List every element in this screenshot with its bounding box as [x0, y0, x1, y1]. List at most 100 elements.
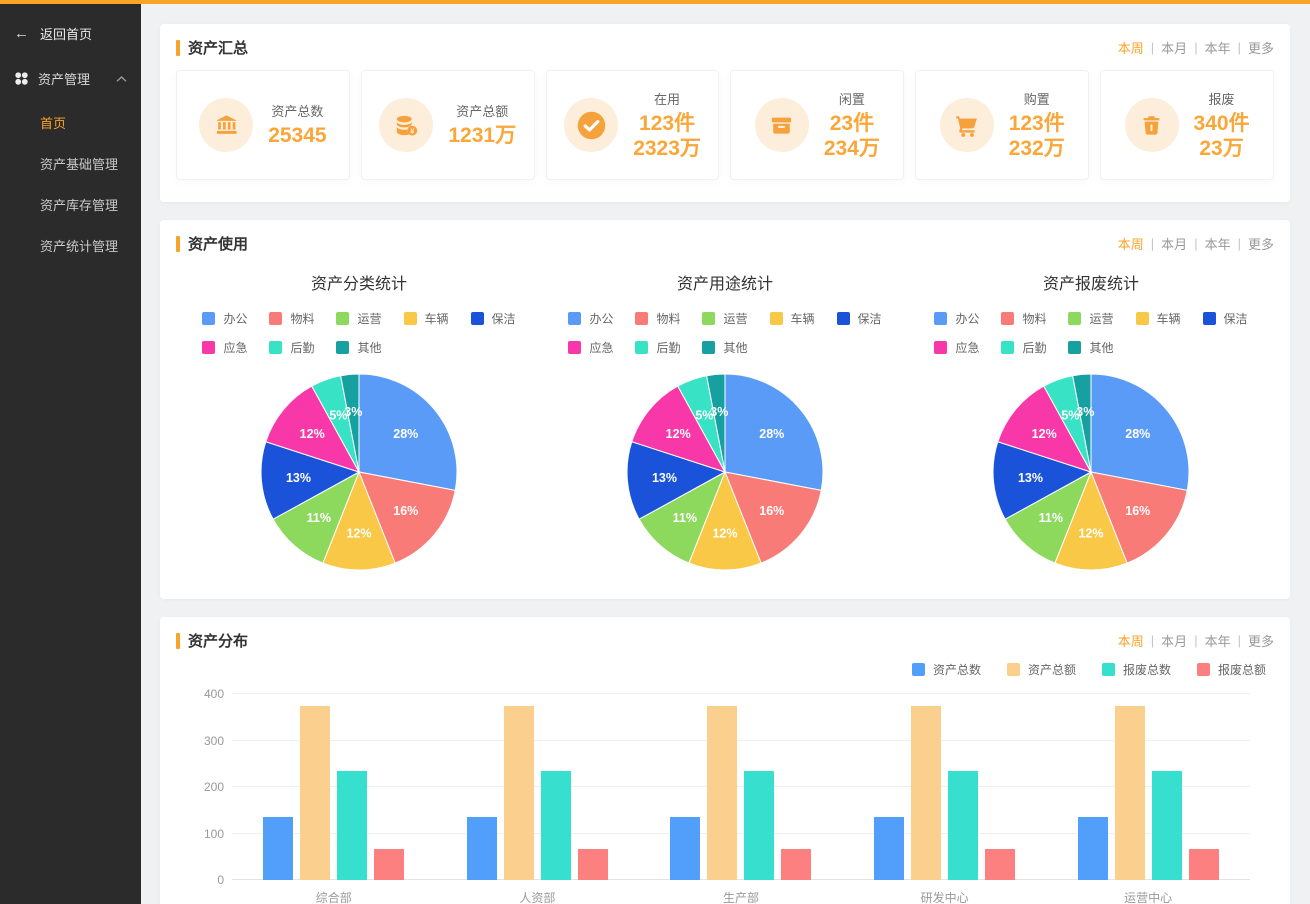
- grid-icon: [14, 71, 29, 86]
- pie-title: 资产报废统计: [1042, 276, 1139, 293]
- bar-legend-item-0[interactable]: 资产总数: [911, 661, 981, 678]
- section-accent-bar: [176, 632, 180, 649]
- legend-item[interactable]: 其他: [336, 339, 382, 356]
- legend-swatch: [336, 341, 350, 354]
- legend-item[interactable]: 后勤: [1001, 339, 1046, 356]
- legend-swatch: [635, 341, 649, 354]
- bar-group-0: [232, 694, 436, 880]
- bar-group-1: [436, 694, 640, 880]
- legend-swatch: [202, 341, 216, 354]
- legend-item[interactable]: 物料: [635, 310, 680, 327]
- bar-chart: 0 100 200 300 400: [204, 687, 1250, 887]
- pie-chart: 28% 16% 12% 11% 13% 12% 5% 3%: [625, 372, 825, 577]
- bar-legend-item-3[interactable]: 报废总额: [1196, 661, 1266, 678]
- cart-icon: [939, 98, 994, 152]
- svg-text:28%: 28%: [393, 427, 418, 441]
- svg-text:3%: 3%: [1076, 405, 1094, 419]
- filter-option-1[interactable]: 本月: [1161, 634, 1188, 649]
- legend-item[interactable]: 运营: [336, 310, 382, 327]
- stat-label: 在用: [654, 91, 681, 107]
- legend-item[interactable]: 后勤: [635, 339, 680, 356]
- legend-swatch: [568, 341, 582, 354]
- stat-value: 123件: [639, 111, 696, 135]
- legend-label: 保洁: [1223, 312, 1248, 326]
- legend-item[interactable]: 办公: [568, 310, 613, 327]
- legend-item[interactable]: 运营: [1068, 310, 1114, 327]
- filter-option-3[interactable]: 更多: [1247, 41, 1274, 56]
- legend-item[interactable]: 保洁: [836, 310, 882, 327]
- legend-item[interactable]: 其他: [702, 339, 748, 356]
- filter-separator: |: [1237, 40, 1241, 55]
- filter-option-3[interactable]: 更多: [1247, 634, 1274, 649]
- legend-item[interactable]: 其他: [1068, 339, 1114, 356]
- sidebar-group-asset-management[interactable]: 资产管理: [0, 55, 141, 102]
- section-title-summary: 资产汇总: [176, 37, 248, 58]
- bar-legend-item-1[interactable]: 资产总额: [1006, 661, 1076, 678]
- legend-item[interactable]: 车辆: [403, 310, 449, 327]
- filter-separator: |: [1194, 633, 1198, 648]
- sidebar-item-0[interactable]: 首页: [40, 116, 67, 131]
- sidebar-item-1[interactable]: 资产基础管理: [40, 157, 119, 172]
- legend-item[interactable]: 办公: [934, 310, 979, 327]
- legend-item[interactable]: 物料: [1001, 310, 1046, 327]
- summary-filters: 本周 | 本月 | 本年 | 更多: [1118, 38, 1274, 57]
- legend-item[interactable]: 运营: [702, 310, 748, 327]
- pie-chart: 28% 16% 12% 11% 13% 12% 5% 3%: [259, 372, 459, 577]
- filter-option-2[interactable]: 本年: [1204, 41, 1231, 56]
- bar-series-1: [503, 705, 534, 880]
- filter-option-0[interactable]: 本周: [1117, 41, 1144, 56]
- filter-separator: |: [1150, 236, 1155, 251]
- sidebar-item-2[interactable]: 资产库存管理: [40, 198, 119, 213]
- sidebar-menu: 首页资产基础管理 资产库存管理 资产统计管理: [0, 102, 141, 266]
- legend-row: 应急 后勤 其他: [568, 339, 881, 356]
- legend-item[interactable]: 车辆: [769, 310, 815, 327]
- filter-option-3[interactable]: 更多: [1247, 237, 1274, 252]
- pie-legend: 办公 物料 运营 车辆 保洁应急 后勤 其他: [934, 310, 1248, 356]
- filter-option-0[interactable]: 本周: [1117, 237, 1144, 252]
- y-axis-tick: 100: [203, 826, 224, 841]
- filter-option-0[interactable]: 本周: [1117, 634, 1144, 649]
- filter-option-2[interactable]: 本年: [1204, 237, 1231, 252]
- legend-item[interactable]: 办公: [202, 310, 247, 327]
- legend-item[interactable]: 物料: [269, 310, 314, 327]
- legend-label: 后勤: [656, 341, 681, 355]
- legend-item[interactable]: 应急: [202, 339, 247, 356]
- legend-label: 办公: [955, 312, 980, 326]
- legend-swatch: [269, 341, 283, 354]
- legend-label: 应急: [223, 341, 248, 355]
- legend-item[interactable]: 保洁: [1202, 310, 1248, 327]
- legend-swatch: [1068, 312, 1082, 325]
- bar-series-1: [707, 705, 738, 880]
- filter-option-1[interactable]: 本月: [1161, 237, 1188, 252]
- stat-value: 23件: [829, 111, 875, 135]
- filter-separator: |: [1194, 40, 1198, 55]
- svg-text:12%: 12%: [300, 427, 325, 441]
- legend-item[interactable]: 车辆: [1135, 310, 1181, 327]
- bar-series-2: [744, 770, 775, 880]
- svg-text:13%: 13%: [286, 471, 311, 485]
- legend-item[interactable]: 应急: [934, 339, 979, 356]
- filter-option-1[interactable]: 本月: [1161, 41, 1188, 56]
- bar-series-0: [670, 817, 701, 880]
- section-title-usage: 资产使用: [176, 233, 248, 254]
- sidebar-item-3[interactable]: 资产统计管理: [40, 239, 119, 254]
- legend-item[interactable]: 后勤: [269, 339, 314, 356]
- sidebar-back-link[interactable]: ← 返回首页: [0, 12, 141, 55]
- filter-option-2[interactable]: 本年: [1204, 634, 1231, 649]
- bar-legend-item-2[interactable]: 报废总数: [1101, 661, 1171, 678]
- bar-group-3: [843, 694, 1047, 880]
- legend-label: 后勤: [1022, 341, 1047, 355]
- chevron-up-icon[interactable]: [116, 75, 127, 83]
- bar-series-2: [948, 770, 979, 880]
- legend-item[interactable]: 应急: [568, 339, 613, 356]
- stat-card-0: 资产总数 25345: [176, 70, 350, 180]
- legend-swatch: [202, 312, 216, 325]
- legend-label: 办公: [589, 312, 614, 326]
- legend-label: 其他: [357, 341, 382, 355]
- stat-value: 340件: [1193, 111, 1250, 135]
- stat-card-2: 在用 123件 2323万: [545, 70, 720, 180]
- bar-series-2: [540, 770, 571, 880]
- legend-swatch: [568, 312, 582, 325]
- legend-item[interactable]: 保洁: [470, 310, 516, 327]
- stat-value: 123件: [1008, 111, 1065, 135]
